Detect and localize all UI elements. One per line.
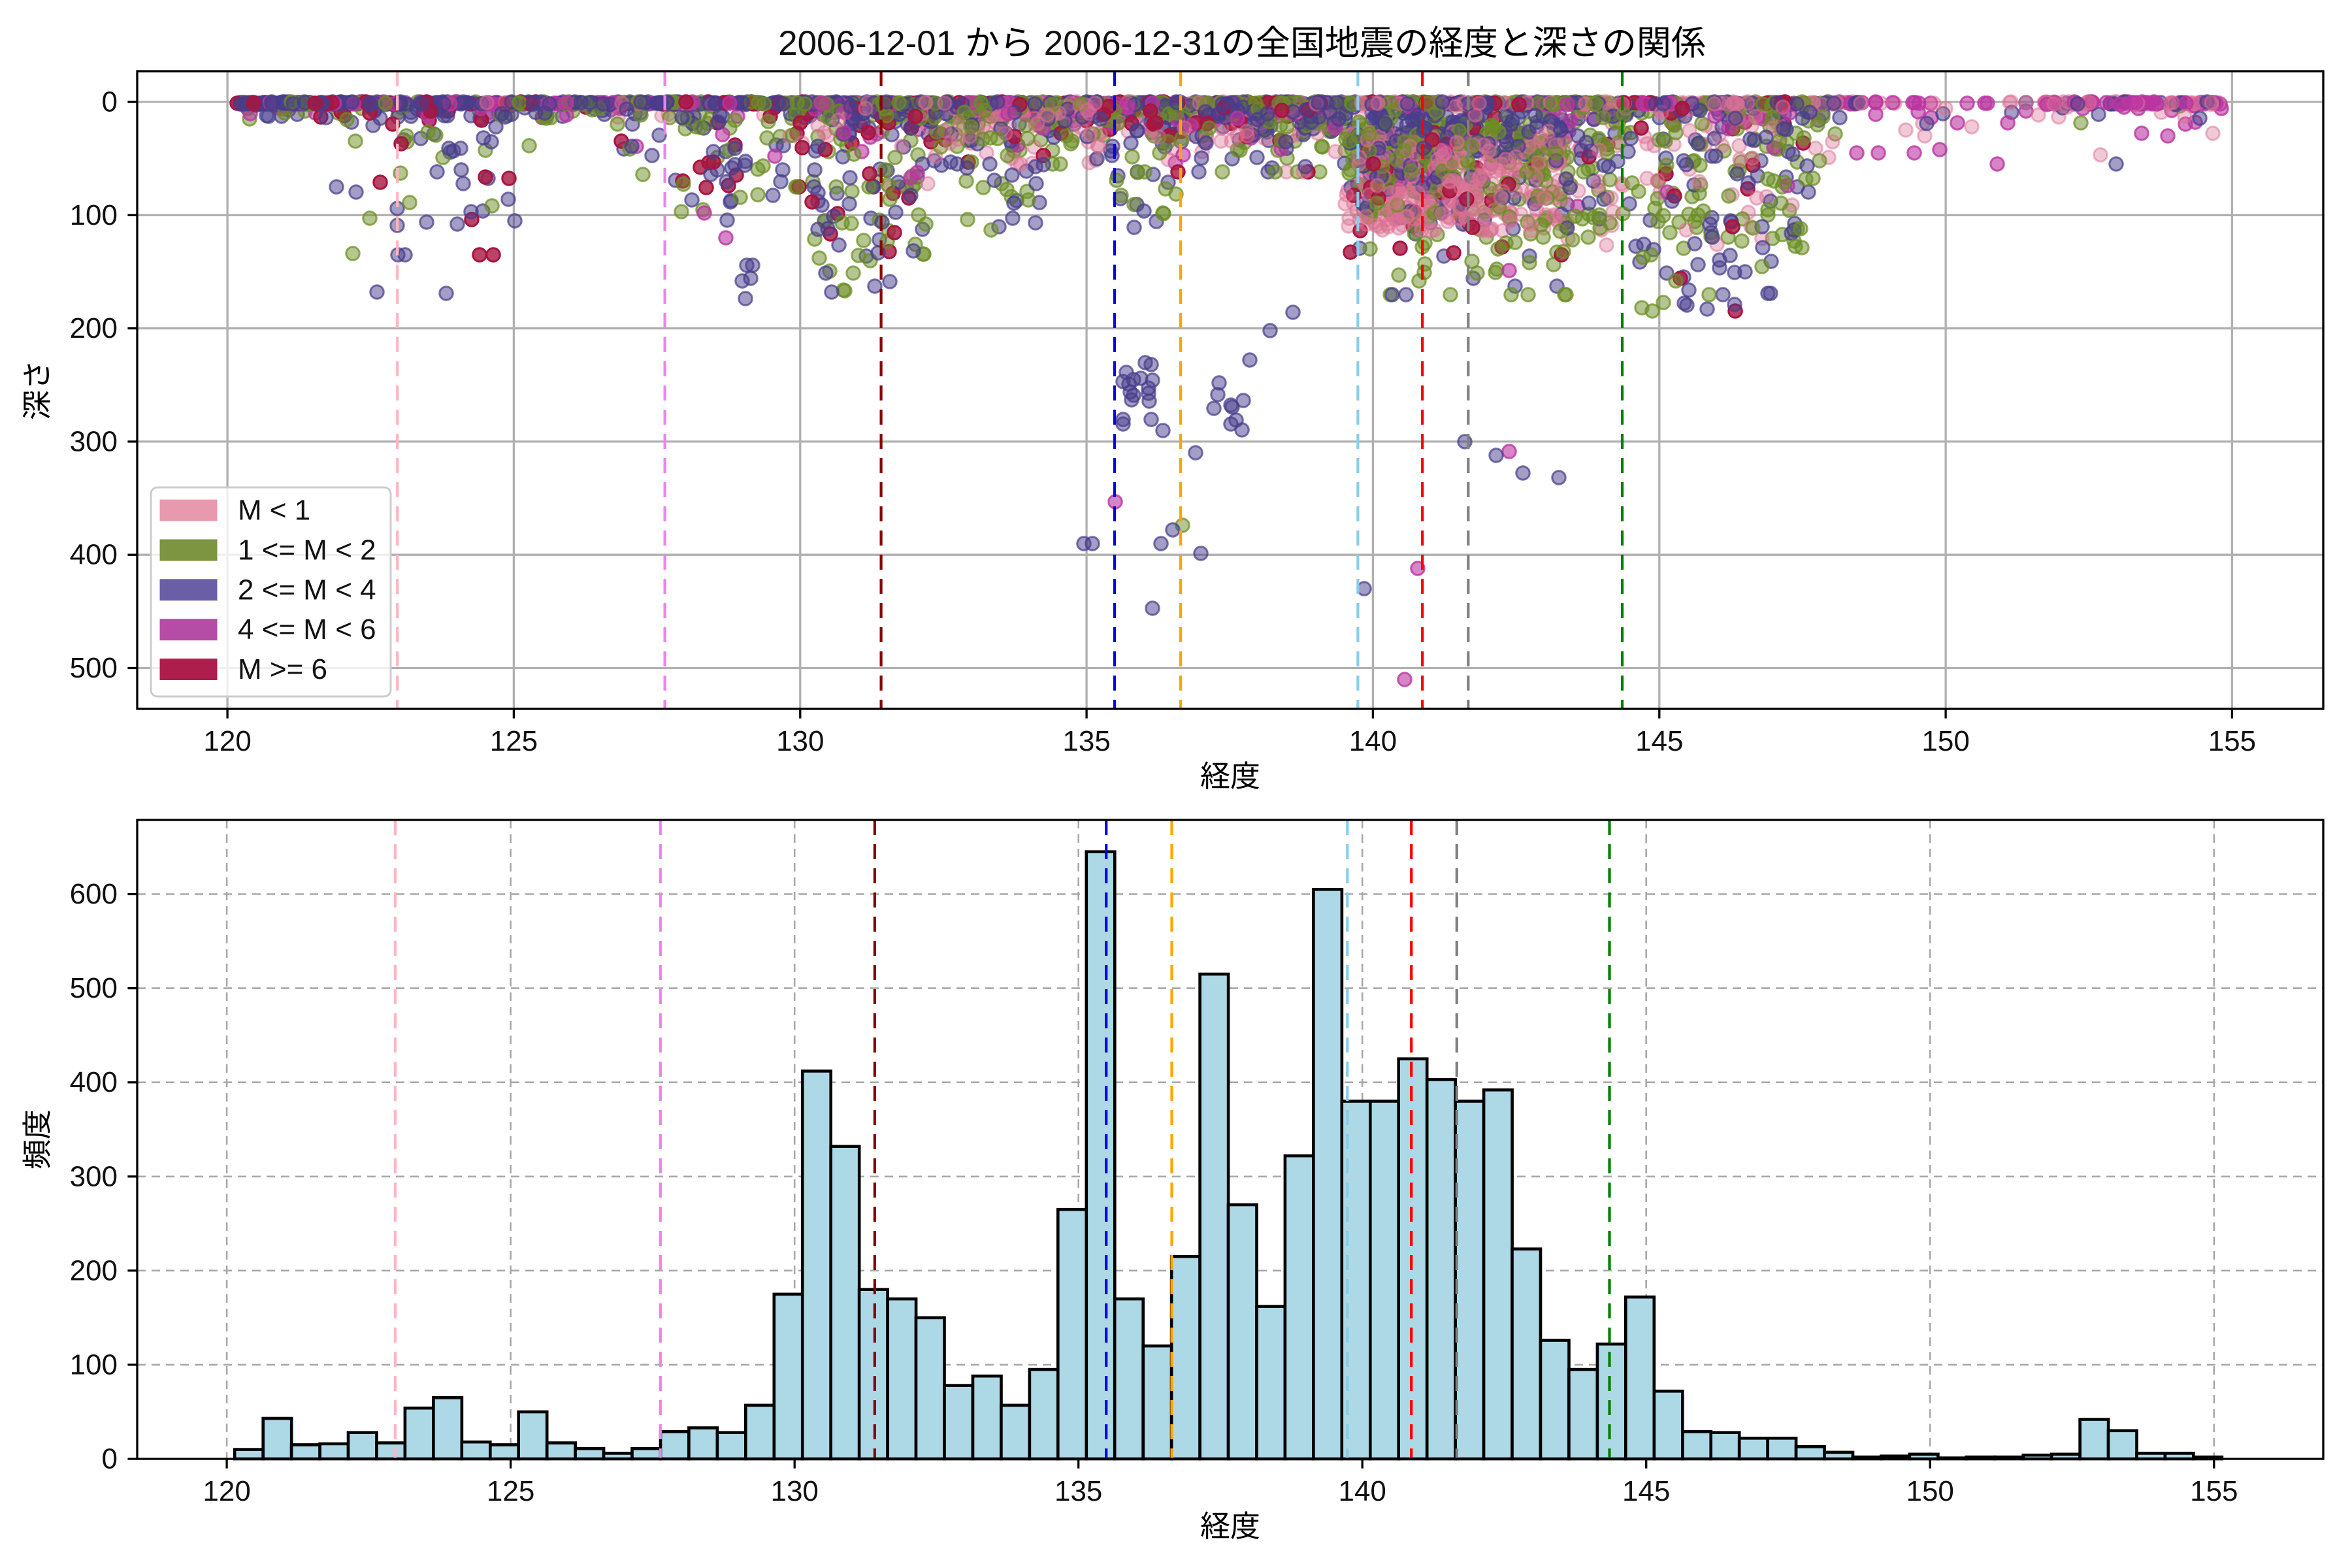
svg-text:500: 500: [70, 652, 118, 684]
svg-text:155: 155: [2208, 725, 2256, 757]
svg-text:0: 0: [102, 86, 118, 118]
svg-text:400: 400: [70, 539, 118, 571]
svg-text:125: 125: [490, 725, 538, 757]
svg-text:125: 125: [487, 1475, 534, 1507]
svg-text:500: 500: [70, 972, 118, 1004]
svg-text:1 <= M < 2: 1 <= M < 2: [238, 534, 376, 566]
svg-text:400: 400: [70, 1066, 118, 1098]
svg-text:120: 120: [203, 1475, 250, 1507]
svg-text:M < 1: M < 1: [238, 495, 310, 527]
svg-text:135: 135: [1062, 725, 1110, 757]
svg-text:600: 600: [70, 878, 118, 910]
svg-text:2 <= M < 4: 2 <= M < 4: [238, 574, 376, 606]
svg-text:150: 150: [1906, 1475, 1953, 1507]
svg-text:130: 130: [776, 725, 824, 757]
svg-text:140: 140: [1349, 725, 1397, 757]
svg-text:140: 140: [1338, 1475, 1386, 1507]
svg-text:200: 200: [70, 1254, 118, 1286]
svg-text:130: 130: [770, 1475, 818, 1507]
svg-text:2006-12-31: 2006-12-31: [1044, 24, 1221, 63]
svg-text:100: 100: [70, 1348, 118, 1380]
svg-text:2006-12-01: 2006-12-01: [778, 24, 955, 63]
svg-text:300: 300: [70, 1160, 118, 1192]
svg-text:155: 155: [2190, 1475, 2238, 1507]
svg-text:145: 145: [1622, 1475, 1670, 1507]
svg-text:100: 100: [70, 199, 118, 231]
svg-text:135: 135: [1054, 1475, 1102, 1507]
svg-text:M >= 6: M >= 6: [238, 653, 327, 685]
svg-text:145: 145: [1635, 725, 1683, 757]
svg-text:4 <= M < 6: 4 <= M < 6: [238, 613, 376, 645]
svg-text:0: 0: [102, 1443, 118, 1475]
svg-text:300: 300: [70, 425, 118, 457]
svg-text:150: 150: [1921, 725, 1969, 757]
svg-text:200: 200: [70, 312, 118, 344]
svg-text:120: 120: [203, 725, 251, 757]
